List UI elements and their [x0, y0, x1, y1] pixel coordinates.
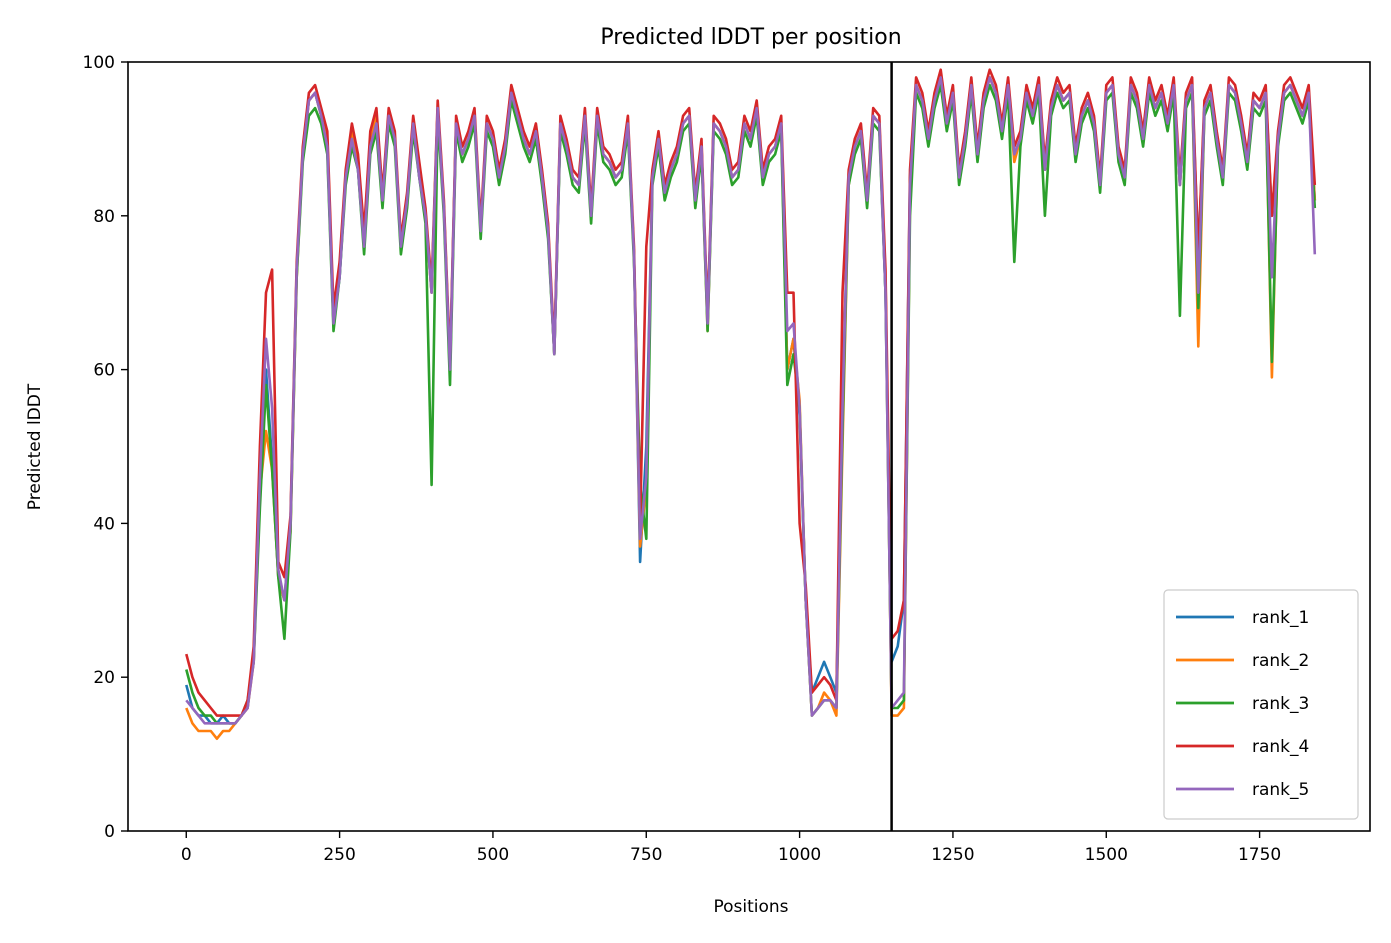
- x-tick-label: 0: [181, 845, 192, 865]
- plot-frame: [127, 61, 1371, 832]
- series-line-rank_5: [185, 76, 1317, 725]
- series-line-rank_2: [185, 76, 1317, 741]
- legend-label-rank_4: rank_4: [1252, 737, 1309, 757]
- legend-label-rank_2: rank_2: [1252, 651, 1309, 671]
- chart-title: Predicted lDDT per position: [600, 25, 901, 50]
- y-tick-label: 0: [104, 822, 115, 842]
- y-tick-label: 80: [93, 207, 115, 227]
- x-tick-label: 500: [477, 845, 509, 865]
- x-tick-label: 1750: [1238, 845, 1281, 865]
- y-tick-label: 100: [83, 53, 115, 73]
- y-axis-label: Predicted lDDT: [25, 383, 45, 510]
- series-line-rank_1: [185, 76, 1317, 725]
- legend-label-rank_3: rank_3: [1252, 694, 1309, 714]
- x-tick-label: 750: [630, 845, 662, 865]
- x-axis-label: Positions: [713, 897, 788, 917]
- y-tick-label: 20: [93, 668, 115, 688]
- legend-label-rank_1: rank_1: [1252, 608, 1309, 628]
- x-tick-label: 1500: [1085, 845, 1128, 865]
- series-line-rank_4: [185, 68, 1317, 717]
- x-tick-label: 250: [323, 845, 355, 865]
- y-tick-label: 40: [93, 514, 115, 534]
- x-tick-label: 1250: [931, 845, 974, 865]
- series-line-rank_3: [185, 83, 1317, 725]
- y-tick-label: 60: [93, 361, 115, 381]
- legend-box: [1163, 589, 1359, 820]
- legend-label-rank_5: rank_5: [1252, 780, 1309, 800]
- x-tick-label: 1000: [778, 845, 821, 865]
